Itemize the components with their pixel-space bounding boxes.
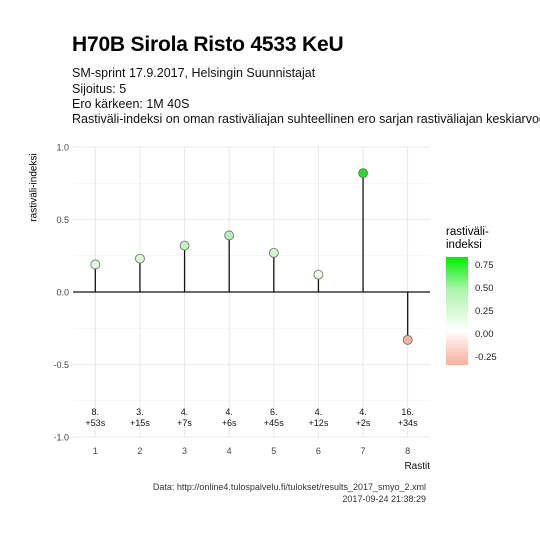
data-source: Data: http://online4.tulospalvelu.fi/tul… <box>152 482 426 492</box>
split-diff-label: +2s <box>356 418 371 428</box>
x-tick-label: 7 <box>361 446 366 456</box>
x-tick-label: 3 <box>182 446 187 456</box>
y-tick-label: 0.0 <box>56 288 69 298</box>
x-tick-label: 6 <box>316 446 321 456</box>
split-diff-label: +12s <box>309 418 329 428</box>
y-tick-label: -1.0 <box>53 433 69 443</box>
legend-title-line2: indeksi <box>446 239 482 251</box>
rank-label: 8. <box>92 407 100 417</box>
subtitle-description: Rastiväli-indeksi on oman rastiväliajan … <box>72 112 540 126</box>
x-tick-label: 4 <box>227 446 232 456</box>
x-tick-label: 2 <box>137 446 142 456</box>
y-tick-label: 1.0 <box>56 143 69 153</box>
rank-label: 3. <box>136 407 144 417</box>
subtitle-event: SM-sprint 17.9.2017, Helsingin Suunnista… <box>72 66 316 80</box>
split-diff-label: +15s <box>130 418 150 428</box>
subtitle-gap: Ero kärkeen: 1M 40S <box>72 97 190 111</box>
lollipop-point <box>313 269 324 280</box>
legend-tick: -0.25 <box>475 352 497 363</box>
rank-label: 4. <box>181 407 189 417</box>
lollipop-point <box>402 334 413 345</box>
lollipop-point <box>358 168 368 179</box>
legend-tick: 0.75 <box>475 260 494 271</box>
rank-label: 4. <box>225 407 233 417</box>
lollipop-point <box>224 230 235 241</box>
legend-color-bar <box>446 257 468 365</box>
x-tick-label: 1 <box>93 446 98 456</box>
rank-label: 4. <box>315 407 323 417</box>
rank-label: 4. <box>359 407 367 417</box>
subtitle-placement: Sijoitus: 5 <box>72 82 127 96</box>
lollipop-point <box>268 247 279 258</box>
split-diff-label: +34s <box>398 418 418 428</box>
lollipop-point <box>135 253 145 264</box>
split-diff-label: +7s <box>177 418 192 428</box>
x-tick-label: 5 <box>271 446 276 456</box>
legend-tick: 0.00 <box>475 329 494 340</box>
chart-title: H70B Sirola Risto 4533 KeU <box>72 33 344 56</box>
rank-label: 16. <box>401 407 414 417</box>
lollipop-point <box>90 259 101 270</box>
x-axis-label: Rastit <box>404 461 430 472</box>
legend-tick: 0.50 <box>475 283 494 294</box>
split-diff-label: +6s <box>222 418 237 428</box>
split-diff-label: +45s <box>264 418 284 428</box>
rank-label: 6. <box>270 407 278 417</box>
x-tick-label: 8 <box>405 446 410 456</box>
y-tick-label: -0.5 <box>53 360 69 370</box>
legend-tick: 0.25 <box>475 306 494 317</box>
legend-title-line1: rastiväli- <box>446 226 489 238</box>
split-diff-label: +53s <box>85 418 105 428</box>
timestamp: 2017-09-24 21:38:29 <box>342 494 426 504</box>
y-tick-label: 0.5 <box>56 215 69 225</box>
lollipop-point <box>179 240 190 251</box>
legend-title: rastiväli- indeksi <box>446 226 489 252</box>
